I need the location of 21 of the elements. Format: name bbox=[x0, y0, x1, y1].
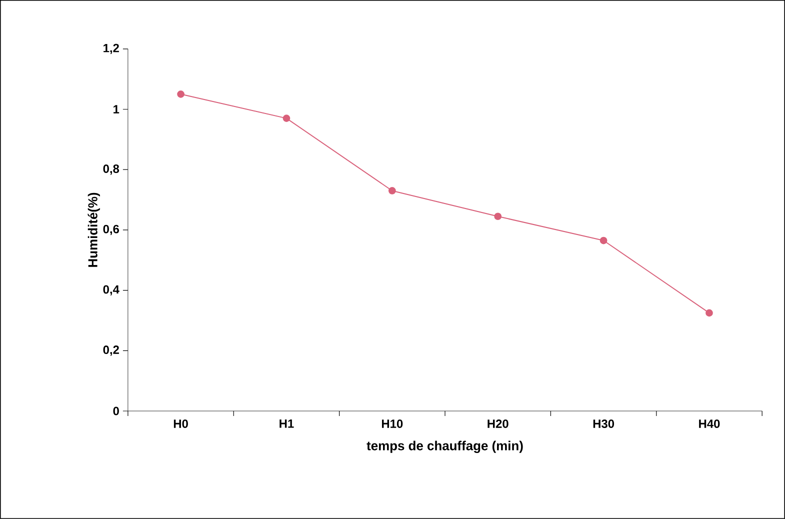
y-axis-title: Humidité(%) bbox=[88, 192, 100, 267]
y-tick-label: 0 bbox=[113, 406, 119, 416]
y-tick-label: 0,2 bbox=[103, 346, 119, 356]
x-tick-label: H0 bbox=[174, 420, 188, 428]
x-tick-label: H30 bbox=[593, 420, 614, 428]
x-tick-label: H20 bbox=[488, 420, 508, 428]
x-tick-label: H40 bbox=[699, 420, 720, 428]
point bbox=[600, 236, 608, 244]
y-tick-label: 0,6 bbox=[103, 224, 120, 236]
point bbox=[494, 212, 502, 220]
point bbox=[177, 90, 184, 98]
y-tick-label: 0,4 bbox=[103, 285, 120, 296]
point bbox=[706, 309, 713, 317]
x-tick-label: H10 bbox=[382, 420, 403, 428]
point bbox=[388, 187, 396, 194]
x-axis-title: temps de chauffage (min) bbox=[366, 440, 523, 453]
x-tick-label: H1 bbox=[280, 420, 294, 428]
point bbox=[282, 114, 290, 122]
y-tick-label: 0,8 bbox=[103, 164, 120, 175]
y-tick-label: 1 bbox=[114, 105, 120, 114]
y-tick-label: 1,2 bbox=[104, 44, 119, 54]
